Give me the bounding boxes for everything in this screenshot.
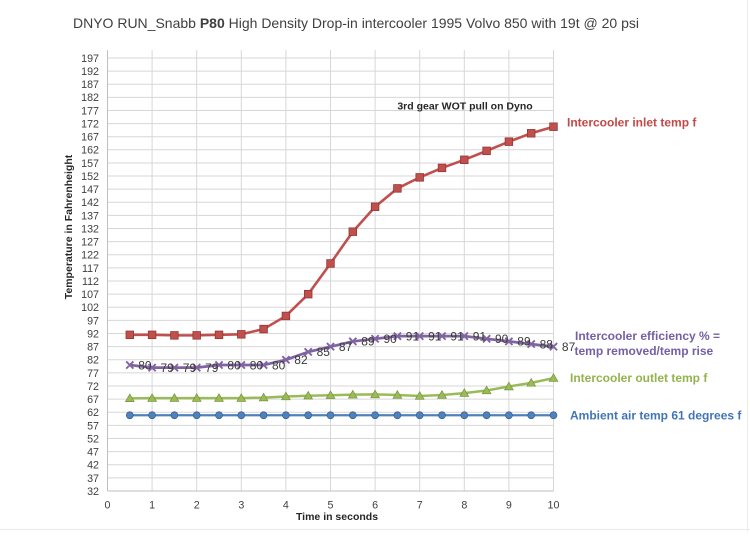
- svg-text:90: 90: [384, 332, 398, 346]
- svg-text:85: 85: [317, 345, 331, 359]
- svg-text:92: 92: [87, 328, 99, 340]
- svg-text:167: 167: [81, 132, 99, 144]
- svg-text:177: 177: [81, 105, 99, 117]
- svg-text:82: 82: [87, 355, 99, 367]
- svg-text:142: 142: [81, 197, 99, 209]
- svg-text:89: 89: [517, 335, 531, 349]
- svg-text:80: 80: [227, 358, 241, 372]
- svg-text:112: 112: [82, 276, 99, 288]
- svg-text:0: 0: [105, 500, 111, 512]
- svg-text:6: 6: [372, 500, 378, 512]
- svg-text:Time in seconds: Time in seconds: [296, 511, 378, 523]
- svg-text:32: 32: [87, 486, 99, 498]
- svg-text:187: 187: [81, 79, 99, 91]
- svg-text:5: 5: [328, 500, 334, 512]
- svg-text:192: 192: [81, 66, 99, 78]
- svg-text:90: 90: [495, 332, 509, 346]
- svg-text:Ambient air temp 61 degrees f: Ambient air temp 61 degrees f: [570, 409, 742, 423]
- svg-text:47: 47: [87, 447, 99, 459]
- svg-text:117: 117: [82, 263, 99, 275]
- svg-text:89: 89: [361, 335, 375, 349]
- svg-text:8: 8: [461, 500, 467, 512]
- svg-text:88: 88: [540, 337, 554, 351]
- svg-text:182: 182: [81, 92, 99, 104]
- svg-text:72: 72: [87, 381, 99, 393]
- svg-text:3rd gear WOT pull on Dyno: 3rd gear WOT pull on Dyno: [397, 100, 532, 112]
- svg-text:79: 79: [205, 361, 219, 375]
- svg-text:37: 37: [87, 473, 99, 485]
- svg-text:10: 10: [548, 500, 560, 512]
- svg-text:152: 152: [81, 171, 99, 183]
- svg-text:42: 42: [87, 460, 99, 472]
- svg-text:87: 87: [87, 342, 99, 354]
- svg-text:4: 4: [283, 500, 289, 512]
- svg-text:157: 157: [81, 158, 99, 170]
- svg-text:80: 80: [272, 358, 286, 372]
- svg-text:91: 91: [473, 329, 487, 343]
- svg-text:82: 82: [294, 353, 308, 367]
- svg-text:79: 79: [183, 361, 197, 375]
- svg-text:Intercooler efficiency % =: Intercooler efficiency % =: [575, 329, 720, 343]
- svg-text:DNYO RUN_Snabb P80 High Densit: DNYO RUN_Snabb P80 High Density Drop-in …: [73, 15, 639, 31]
- svg-text:1: 1: [149, 500, 155, 512]
- svg-text:Intercooler outlet temp f: Intercooler outlet temp f: [570, 371, 708, 385]
- svg-text:87: 87: [339, 340, 353, 354]
- svg-text:91: 91: [450, 329, 464, 343]
- svg-text:122: 122: [81, 250, 99, 262]
- svg-text:9: 9: [506, 500, 512, 512]
- svg-text:132: 132: [81, 223, 99, 235]
- svg-text:87: 87: [562, 340, 576, 354]
- svg-text:107: 107: [81, 289, 99, 301]
- svg-text:91: 91: [406, 329, 420, 343]
- svg-text:Temperature in Fahrenheight: Temperature in Fahrenheight: [63, 154, 75, 299]
- svg-text:197: 197: [81, 53, 99, 65]
- svg-text:137: 137: [81, 210, 99, 222]
- svg-text:102: 102: [81, 302, 99, 314]
- svg-text:80: 80: [138, 358, 152, 372]
- svg-text:3: 3: [238, 500, 244, 512]
- svg-text:79: 79: [161, 361, 175, 375]
- svg-text:91: 91: [428, 329, 442, 343]
- svg-text:2: 2: [194, 500, 200, 512]
- svg-text:77: 77: [87, 368, 99, 380]
- svg-text:Intercooler inlet temp f: Intercooler inlet temp f: [567, 116, 697, 130]
- svg-text:62: 62: [87, 407, 99, 419]
- svg-text:67: 67: [87, 394, 99, 406]
- svg-text:57: 57: [87, 420, 99, 432]
- svg-text:temp removed/temp rise: temp removed/temp rise: [575, 344, 714, 358]
- svg-text:52: 52: [87, 433, 99, 445]
- svg-text:147: 147: [81, 184, 99, 196]
- svg-text:97: 97: [87, 315, 99, 327]
- svg-text:172: 172: [81, 118, 99, 130]
- svg-text:162: 162: [81, 145, 99, 157]
- svg-text:7: 7: [417, 500, 423, 512]
- svg-text:80: 80: [250, 358, 264, 372]
- svg-text:127: 127: [81, 237, 99, 249]
